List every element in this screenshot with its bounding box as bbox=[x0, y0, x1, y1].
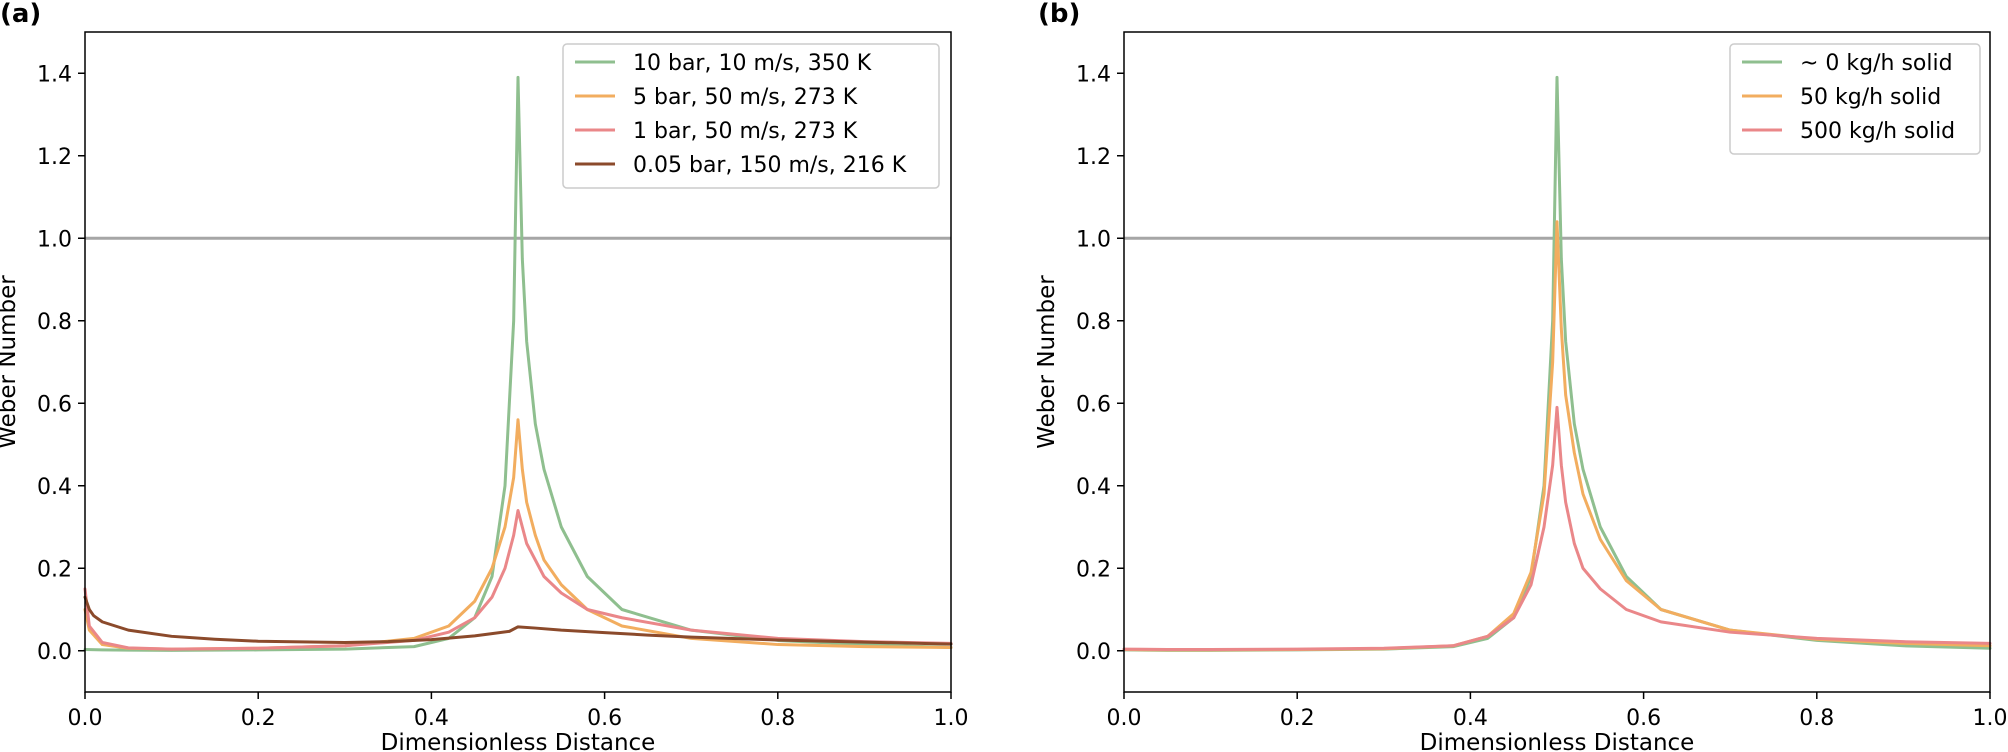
y-axis-label: Weber Number bbox=[1034, 275, 1060, 449]
chart-panel-b: (b) 0.0 0.2 0.4 0.6 0.8 1.0 0.0 0.2 0.4 0.6 0.8 1.0 1… bbox=[1034, 0, 2008, 752]
panel-label: (b) bbox=[1038, 0, 1080, 29]
y-tick-label: 0.8 bbox=[37, 310, 72, 335]
x-tick-label: 0.8 bbox=[760, 706, 795, 731]
x-tick-label: 0.2 bbox=[1280, 706, 1315, 731]
y-tick-label: 0.2 bbox=[1076, 557, 1111, 582]
panel-label: (a) bbox=[0, 0, 41, 29]
legend-label: 50 kg/h solid bbox=[1800, 85, 1941, 110]
legend: 10 bar, 10 m/s, 350 K 5 bar, 50 m/s, 273 … bbox=[562, 43, 940, 189]
series-line-3 bbox=[1122, 405, 1992, 652]
y-tick-label: 1.4 bbox=[37, 62, 72, 87]
plot-frame bbox=[84, 31, 952, 693]
legend-label: 0.05 bar, 150 m/s, 216 K bbox=[633, 153, 907, 178]
y-tick-label: 1.2 bbox=[37, 145, 72, 170]
chart-panel-a: (a) 0.0 0.2 0.4 0.6 0.8 1.0 0.0 0.2 0.4 0.6 0.8 1.0 1… bbox=[0, 0, 969, 752]
x-axis-label: Dimensionless Distance bbox=[1420, 730, 1695, 752]
x-tick-label: 0.6 bbox=[1626, 706, 1661, 731]
legend-box bbox=[1729, 43, 1981, 155]
legend-label: 5 bar, 50 m/s, 273 K bbox=[633, 85, 858, 110]
plot-frame bbox=[1123, 31, 1991, 693]
series-line-2 bbox=[1122, 220, 1992, 652]
x-tick-label: 0.8 bbox=[1799, 706, 1834, 731]
x-tick-label: 1.0 bbox=[934, 706, 969, 731]
legend-box bbox=[562, 43, 940, 189]
x-tick-label: 0.0 bbox=[1107, 706, 1142, 731]
x-tick-label: 0.0 bbox=[68, 706, 103, 731]
y-tick-label: 0.4 bbox=[37, 475, 72, 500]
y-tick-label: 0.8 bbox=[1076, 310, 1111, 335]
y-tick-label: 0.6 bbox=[1076, 392, 1111, 417]
legend: ~ 0 kg/h solid 50 kg/h solid 500 kg/h soli… bbox=[1729, 43, 1981, 155]
series-line-1 bbox=[83, 75, 953, 652]
y-tick-label: 1.4 bbox=[1076, 62, 1111, 87]
y-tick-label: 0.4 bbox=[1076, 475, 1111, 500]
x-tick-label: 0.4 bbox=[414, 706, 449, 731]
series-line-2 bbox=[83, 418, 953, 651]
y-tick-label: 0.6 bbox=[37, 392, 72, 417]
y-tick-label: 0.2 bbox=[37, 557, 72, 582]
legend-label: 1 bar, 50 m/s, 273 K bbox=[633, 119, 858, 144]
legend-label: ~ 0 kg/h solid bbox=[1800, 51, 1953, 76]
y-tick-label: 1.0 bbox=[1076, 227, 1111, 252]
x-tick-label: 1.0 bbox=[1973, 706, 2008, 731]
legend-label: 500 kg/h solid bbox=[1800, 119, 1955, 144]
x-axis-label: Dimensionless Distance bbox=[381, 730, 656, 752]
y-tick-label: 0.0 bbox=[37, 640, 72, 665]
y-tick-label: 1.2 bbox=[1076, 145, 1111, 170]
y-tick-label: 1.0 bbox=[37, 227, 72, 252]
series-line-1 bbox=[1122, 75, 1992, 652]
x-tick-label: 0.2 bbox=[241, 706, 276, 731]
y-tick-label: 0.0 bbox=[1076, 640, 1111, 665]
x-tick-label: 0.6 bbox=[587, 706, 622, 731]
legend-label: 10 bar, 10 m/s, 350 K bbox=[633, 51, 872, 76]
x-tick-label: 0.4 bbox=[1453, 706, 1488, 731]
y-axis-label: Weber Number bbox=[0, 275, 21, 449]
series-line-3 bbox=[83, 509, 953, 651]
series-line-4 bbox=[83, 595, 953, 646]
